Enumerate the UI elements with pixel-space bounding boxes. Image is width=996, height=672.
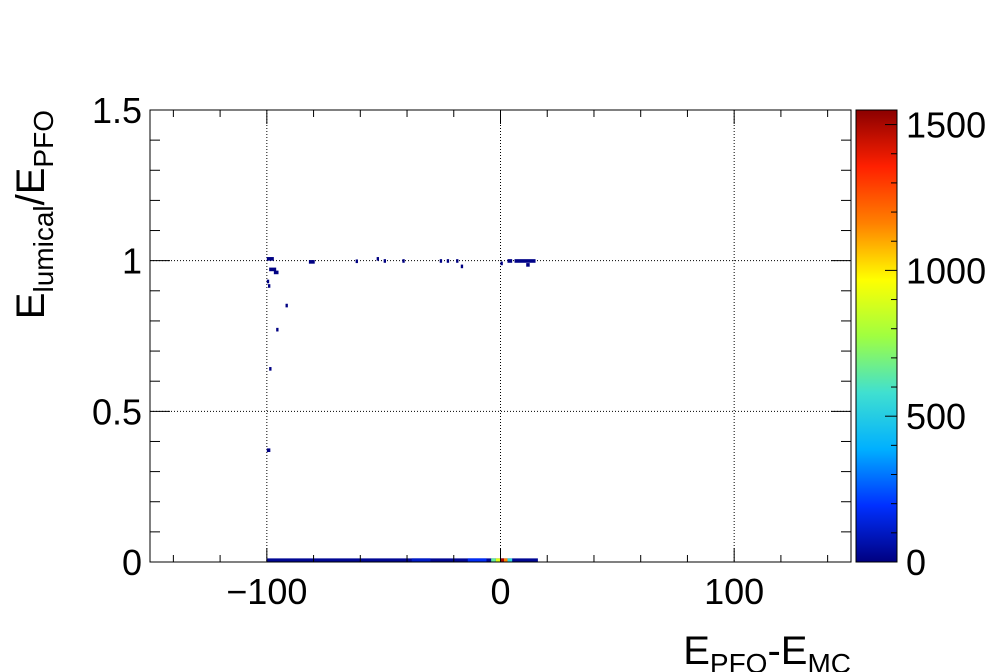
heatmap-cell (268, 284, 271, 288)
heatmap-cell (460, 264, 464, 269)
heatmap-cell (439, 259, 443, 263)
heatmap-cell (266, 558, 538, 562)
heatmap-cell (402, 259, 405, 263)
x-tick-labels: −100 0 100 (226, 571, 764, 612)
heatmap-cell (266, 257, 274, 261)
heatmap-cell (467, 558, 487, 562)
heatmap-cell (526, 263, 530, 267)
heatmap-cell (273, 270, 279, 275)
colorbar (855, 109, 898, 563)
x-tick-label: −100 (226, 571, 307, 612)
heatmap-cell (383, 259, 387, 263)
y-tick-label: 0.5 (92, 391, 142, 432)
heatmap-cell (507, 558, 513, 562)
heatmap-cell (507, 259, 513, 263)
heatmap-cell (495, 558, 501, 562)
grid-lines (150, 110, 851, 562)
colorbar-ticks (885, 124, 897, 563)
heatmap-cell (504, 558, 508, 562)
x-axis-ticks (172, 110, 829, 562)
y-tick-label: 1 (122, 241, 142, 282)
x-axis-title: EPFO-EMC (683, 629, 851, 672)
heatmap-cell (308, 260, 315, 264)
heatmap-cell (411, 558, 431, 562)
heatmap-cell (276, 327, 279, 332)
heatmap-cell (376, 257, 379, 261)
heatmap-cell (456, 259, 459, 263)
colorbar-tick-label: 0 (906, 542, 926, 583)
heatmap-cell (355, 259, 358, 264)
heatmap-cell (266, 279, 270, 284)
colorbar-tick-label: 1500 (906, 105, 986, 146)
heatmap-cell (491, 558, 496, 562)
y-tick-labels: 0 0.5 1 1.5 (92, 90, 142, 583)
heatmap-cell (269, 267, 277, 272)
heatmap-cell (266, 448, 271, 453)
heatmap-cell (269, 367, 272, 371)
y-axis-title: Elumical/EPFO (9, 110, 59, 319)
heatmap-cell (446, 259, 450, 263)
heatmap-cells (266, 257, 538, 562)
heatmap-cell (500, 558, 505, 562)
colorbar-tick-label: 500 (906, 396, 966, 437)
x-tick-label: 0 (490, 571, 510, 612)
heatmap-cell (285, 303, 288, 308)
colorbar-tick-labels: 0 500 1000 1500 (906, 105, 986, 583)
x-tick-label: 100 (704, 571, 764, 612)
y-tick-label: 0 (122, 542, 142, 583)
y-axis-ticks (150, 109, 851, 563)
heatmap-cell (500, 261, 503, 266)
heatmap-cell (514, 259, 536, 263)
colorbar-tick-label: 1000 (906, 250, 986, 291)
y-tick-label: 1.5 (92, 90, 142, 131)
